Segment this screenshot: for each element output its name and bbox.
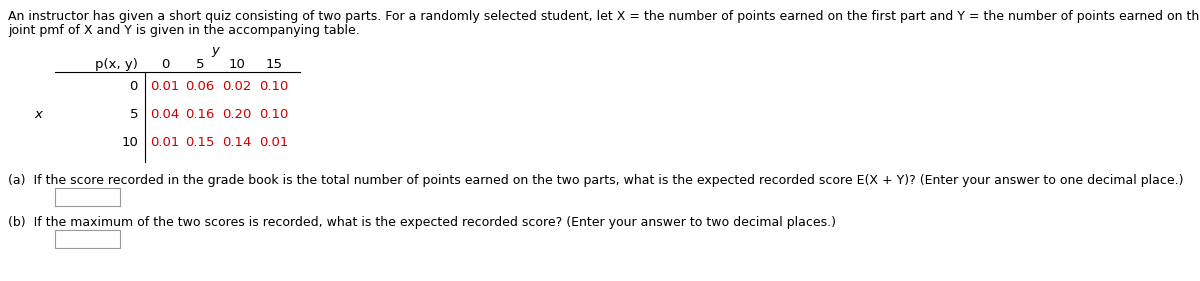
Text: 0.10: 0.10 xyxy=(259,80,289,92)
Text: (b)  If the maximum of the two scores is recorded, what is the expected recorded: (b) If the maximum of the two scores is … xyxy=(8,216,836,229)
Text: 0.02: 0.02 xyxy=(222,80,252,92)
Text: 0.06: 0.06 xyxy=(185,80,215,92)
Text: 0.16: 0.16 xyxy=(185,108,215,121)
Text: 0.15: 0.15 xyxy=(185,135,215,148)
Text: 5: 5 xyxy=(196,58,204,71)
Text: 10: 10 xyxy=(228,58,246,71)
Text: p(x, y): p(x, y) xyxy=(95,58,138,71)
Text: 0.01: 0.01 xyxy=(150,80,180,92)
Text: 5: 5 xyxy=(130,108,138,121)
Text: x: x xyxy=(34,108,42,121)
Text: y: y xyxy=(211,44,218,57)
Text: joint pmf of X and Y is given in the accompanying table.: joint pmf of X and Y is given in the acc… xyxy=(8,24,360,37)
Text: 0.14: 0.14 xyxy=(222,135,252,148)
Text: 0.04: 0.04 xyxy=(150,108,180,121)
Text: 0.01: 0.01 xyxy=(150,135,180,148)
Text: 10: 10 xyxy=(121,135,138,148)
Text: 0.10: 0.10 xyxy=(259,108,289,121)
Text: (a)  If the score recorded in the grade book is the total number of points earne: (a) If the score recorded in the grade b… xyxy=(8,174,1183,187)
FancyBboxPatch shape xyxy=(55,230,120,248)
Text: 15: 15 xyxy=(265,58,282,71)
FancyBboxPatch shape xyxy=(55,188,120,206)
Text: 0.20: 0.20 xyxy=(222,108,252,121)
Text: 0: 0 xyxy=(130,80,138,92)
Text: An instructor has given a short quiz consisting of two parts. For a randomly sel: An instructor has given a short quiz con… xyxy=(8,10,1200,23)
Text: 0: 0 xyxy=(161,58,169,71)
Text: 0.01: 0.01 xyxy=(259,135,289,148)
